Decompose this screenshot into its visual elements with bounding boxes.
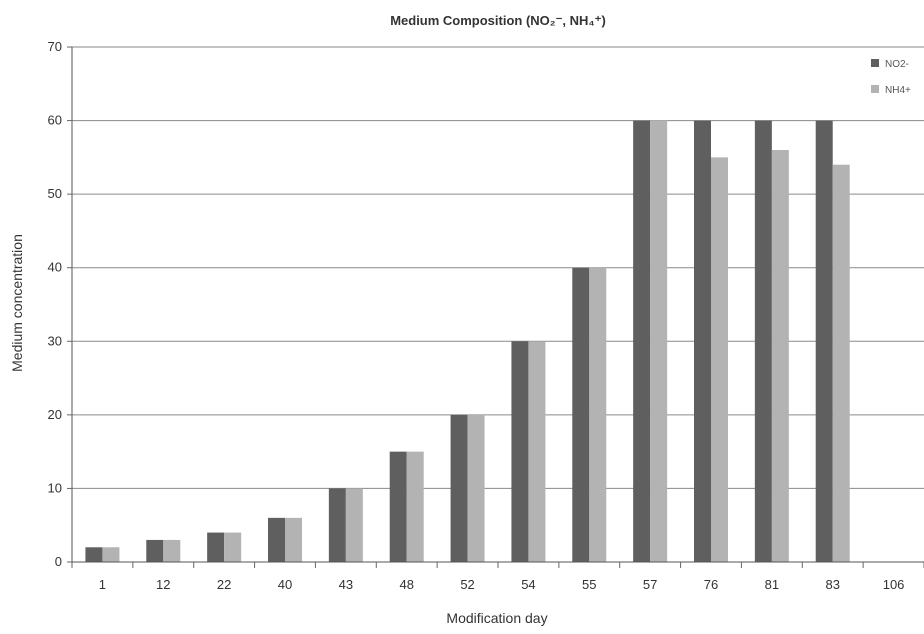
bar	[754, 120, 772, 563]
bar	[633, 120, 651, 563]
bar	[224, 532, 242, 562]
legend-label: NH4+	[885, 85, 911, 96]
bar	[711, 157, 728, 562]
bar	[163, 539, 181, 562]
x-tick-label: 81	[765, 577, 779, 592]
legend-swatch	[871, 85, 879, 93]
bar	[815, 120, 833, 563]
bar	[832, 164, 850, 562]
bar	[207, 532, 225, 562]
x-tick-label: 52	[460, 577, 474, 592]
y-tick-label: 20	[48, 407, 62, 422]
bar	[285, 517, 302, 562]
bar	[102, 547, 120, 562]
legend: NO2- NH4+	[871, 59, 911, 96]
x-tick-label: 1	[99, 577, 106, 592]
bar	[589, 267, 607, 562]
bar	[85, 547, 103, 562]
y-tick-label: 70	[48, 39, 62, 54]
bar	[572, 267, 590, 562]
x-tick-label: 43	[339, 577, 353, 592]
bar	[146, 539, 164, 562]
x-tick-label: 54	[521, 577, 535, 592]
bar	[511, 341, 529, 562]
x-axis-label: Modification day	[446, 610, 547, 626]
axes	[71, 47, 924, 563]
legend-swatch	[871, 59, 879, 67]
bar	[771, 150, 789, 562]
bar	[650, 120, 668, 563]
y-axis-label: Medium concentration	[9, 234, 25, 372]
x-tick-label: 57	[643, 577, 657, 592]
bars	[85, 120, 850, 563]
bar	[467, 414, 485, 562]
x-tick-labels: 1 12 22 40 43 48 52 54 55 57 76 81 83 106	[71, 562, 924, 592]
y-tick-label: 50	[48, 186, 62, 201]
y-tick-label: 60	[48, 113, 62, 128]
x-tick-label: 76	[704, 577, 718, 592]
legend-label: NO2-	[885, 59, 909, 70]
bar	[389, 451, 407, 562]
chart-title: Medium Composition (NO₂⁻, NH₄⁺)	[390, 13, 606, 28]
bar	[528, 341, 546, 562]
x-tick-label: 22	[217, 577, 231, 592]
y-tick-labels: 0 10 20 30 40 50 60 70	[48, 39, 72, 569]
x-tick-label: 40	[278, 577, 292, 592]
x-tick-label: 106	[883, 577, 905, 592]
y-tick-label: 30	[48, 333, 62, 348]
x-tick-label: 55	[582, 577, 596, 592]
bar	[406, 451, 424, 562]
gridlines	[72, 46, 924, 489]
bar	[694, 120, 711, 563]
y-tick-label: 10	[48, 480, 62, 495]
bar	[345, 488, 363, 562]
y-tick-label: 0	[55, 554, 62, 569]
y-tick-label: 40	[48, 260, 62, 275]
x-tick-label: 83	[825, 577, 839, 592]
x-tick-label: 48	[399, 577, 413, 592]
bar	[268, 517, 285, 562]
x-tick-label: 12	[156, 577, 170, 592]
bar	[328, 488, 346, 562]
bar	[450, 414, 468, 562]
